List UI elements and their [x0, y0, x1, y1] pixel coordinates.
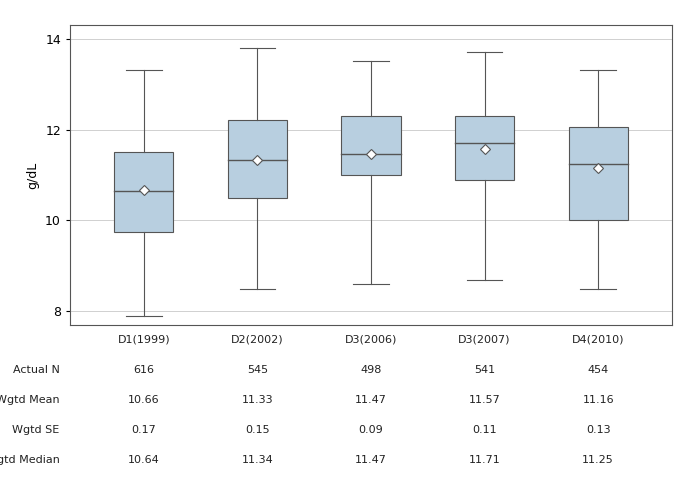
Text: D3(2006): D3(2006): [345, 335, 397, 345]
Text: 0.15: 0.15: [245, 425, 270, 435]
Text: Actual N: Actual N: [13, 365, 60, 375]
Text: 11.47: 11.47: [355, 455, 387, 465]
Text: 498: 498: [360, 365, 382, 375]
Text: 0.17: 0.17: [132, 425, 156, 435]
Text: D4(2010): D4(2010): [572, 335, 624, 345]
Text: 11.25: 11.25: [582, 455, 614, 465]
Bar: [342, 116, 400, 175]
Text: D1(1999): D1(1999): [118, 335, 170, 345]
Text: 11.71: 11.71: [469, 455, 500, 465]
Text: 0.13: 0.13: [586, 425, 610, 435]
Bar: [228, 120, 287, 198]
Text: D2(2002): D2(2002): [231, 335, 284, 345]
Text: 541: 541: [474, 365, 495, 375]
Text: 10.64: 10.64: [128, 455, 160, 465]
Bar: [455, 116, 514, 180]
Text: 454: 454: [587, 365, 609, 375]
Text: 0.09: 0.09: [358, 425, 384, 435]
Text: 11.34: 11.34: [241, 455, 273, 465]
Text: Wgtd Mean: Wgtd Mean: [0, 395, 60, 405]
Text: Wgtd Median: Wgtd Median: [0, 455, 60, 465]
Text: 11.47: 11.47: [355, 395, 387, 405]
Text: 10.66: 10.66: [128, 395, 160, 405]
Text: 0.11: 0.11: [473, 425, 497, 435]
Bar: [568, 128, 628, 220]
Text: 616: 616: [133, 365, 154, 375]
Text: 545: 545: [247, 365, 268, 375]
Text: 11.16: 11.16: [582, 395, 614, 405]
Y-axis label: g/dL: g/dL: [27, 162, 39, 188]
Text: 11.57: 11.57: [469, 395, 500, 405]
Text: D3(2007): D3(2007): [458, 335, 511, 345]
Text: 11.33: 11.33: [241, 395, 273, 405]
Text: Wgtd SE: Wgtd SE: [13, 425, 60, 435]
Bar: [114, 152, 174, 232]
